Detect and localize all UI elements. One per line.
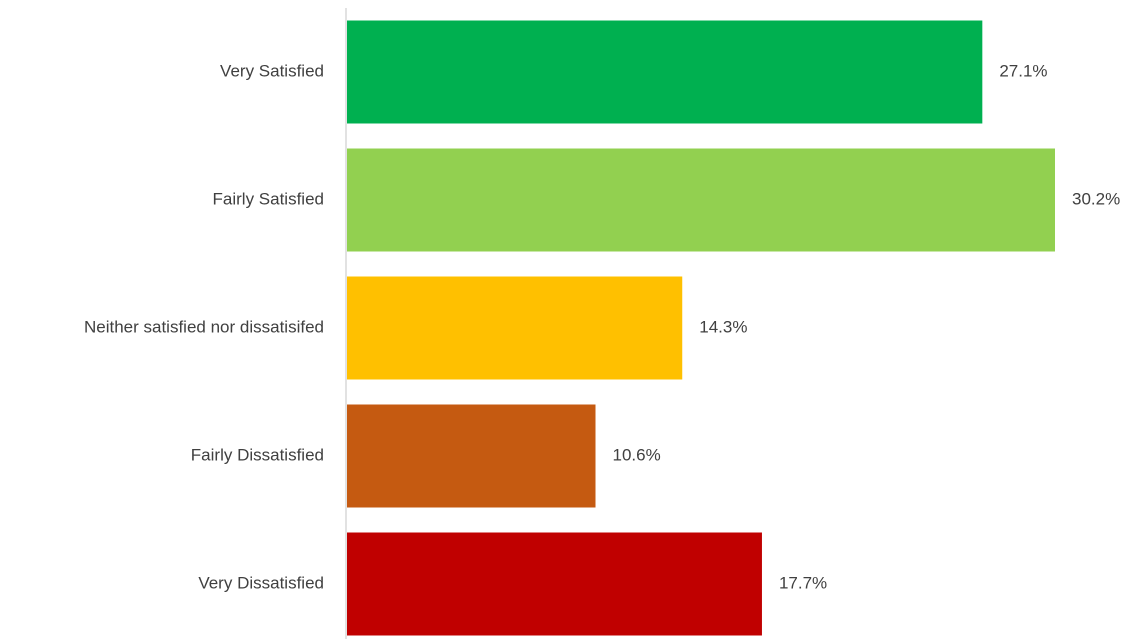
bar-1 bbox=[347, 148, 1055, 252]
value-label-2: 14.3% bbox=[699, 317, 747, 336]
value-label-0: 27.1% bbox=[999, 61, 1047, 80]
category-label-3: Fairly Dissatisfied bbox=[191, 445, 324, 464]
bar-4 bbox=[347, 532, 762, 636]
bar-0 bbox=[347, 20, 983, 124]
category-label-4: Very Dissatisfied bbox=[198, 573, 324, 592]
labels-layer: Very Satisfied 27.1% Fairly Satisfied 30.2%… bbox=[84, 61, 1120, 592]
category-label-2: Neither satisfied nor dissatisifed bbox=[84, 317, 324, 336]
value-label-4: 17.7% bbox=[779, 573, 827, 592]
value-label-1: 30.2% bbox=[1072, 189, 1120, 208]
bar-3 bbox=[347, 404, 596, 508]
category-label-1: Fairly Satisfied bbox=[213, 189, 324, 208]
category-label-0: Very Satisfied bbox=[220, 61, 324, 80]
bars-layer bbox=[347, 20, 1055, 636]
value-label-3: 10.6% bbox=[613, 445, 661, 464]
bar-2 bbox=[347, 276, 683, 380]
